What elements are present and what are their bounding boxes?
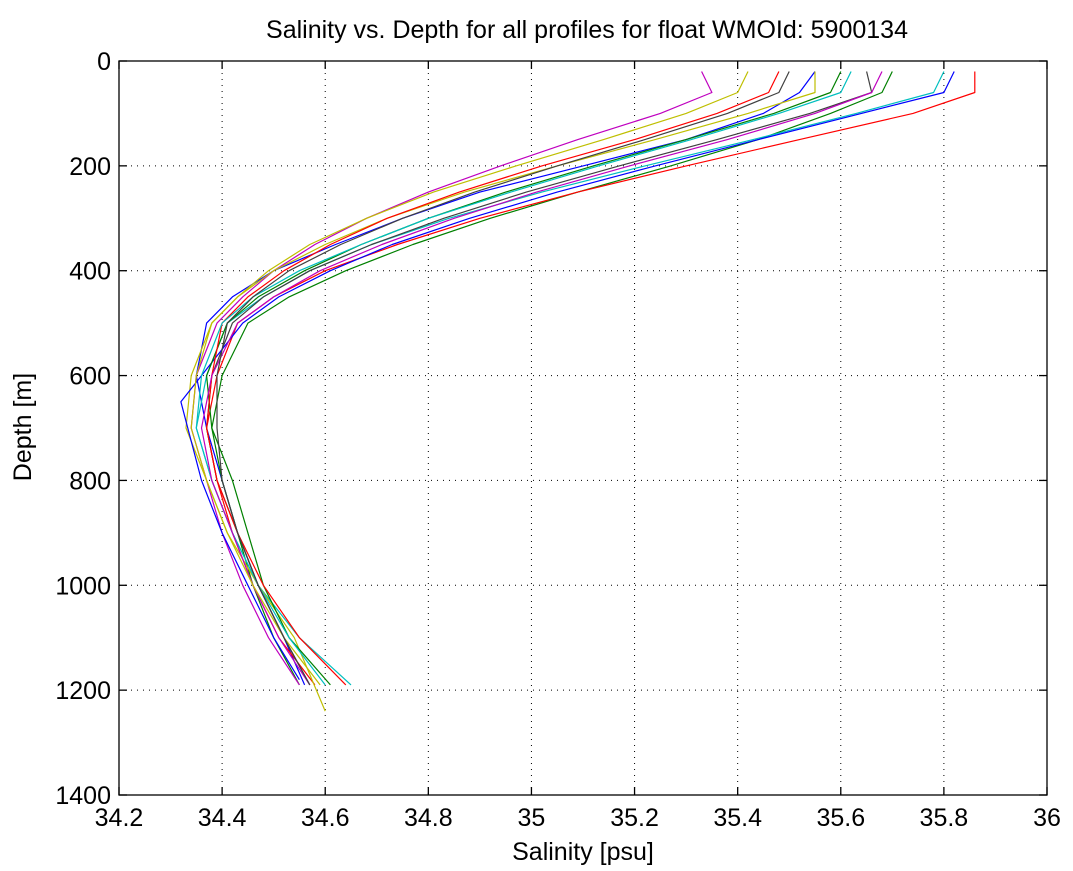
x-tick-label: 34.4 — [198, 804, 247, 832]
x-tick-label: 35.4 — [713, 804, 762, 832]
plot-area: 34.2 34.4 34.6 34.8 35 35.2 35.4 35.6 35.8 36 0 20… — [55, 48, 1061, 832]
y-tick-label: 0 — [97, 48, 111, 76]
grid-lines — [119, 61, 1047, 795]
y-axis-label: Depth [m] — [9, 373, 37, 481]
y-tick-label: 600 — [69, 363, 111, 391]
salinity-profile-line — [190, 71, 713, 686]
x-tick-label: 35.8 — [920, 804, 969, 832]
x-tick-label: 34.6 — [301, 804, 350, 832]
salinity-profile-line — [195, 71, 852, 686]
y-tick-label: 1000 — [55, 572, 111, 600]
x-tick-labels: 34.2 34.4 34.6 34.8 35 35.2 35.4 35.6 35.8 36 — [95, 804, 1061, 832]
profile-lines — [180, 71, 976, 712]
salinity-profile-line — [185, 71, 816, 712]
x-tick-label: 35.2 — [610, 804, 659, 832]
y-tick-label: 1200 — [55, 677, 111, 705]
y-tick-labels: 0 200 400 600 800 1000 1200 1400 — [55, 48, 111, 810]
x-tick-label: 36 — [1033, 804, 1061, 832]
y-tick-label: 400 — [69, 258, 111, 286]
axes-background — [119, 61, 1047, 795]
salinity-profile-line — [190, 71, 749, 686]
chart-title: Salinity vs. Depth for all profiles for … — [266, 16, 908, 44]
salinity-profile-line — [206, 71, 842, 686]
x-tick-label: 34.2 — [95, 804, 144, 832]
y-tick-label: 800 — [69, 467, 111, 495]
salinity-profile-line — [216, 71, 790, 686]
x-axis-label: Salinity [psu] — [512, 838, 654, 866]
salinity-profile-line — [206, 71, 780, 686]
y-tick-label: 200 — [69, 153, 111, 181]
x-tick-label: 35 — [518, 804, 546, 832]
y-tick-label: 1400 — [55, 782, 111, 810]
salinity-profile-line — [180, 71, 955, 681]
tick-marks — [118, 60, 1048, 796]
x-tick-label: 35.6 — [816, 804, 865, 832]
axes-frame — [118, 60, 1048, 796]
x-tick-label: 34.8 — [404, 804, 453, 832]
salinity-profile-line — [200, 71, 883, 686]
